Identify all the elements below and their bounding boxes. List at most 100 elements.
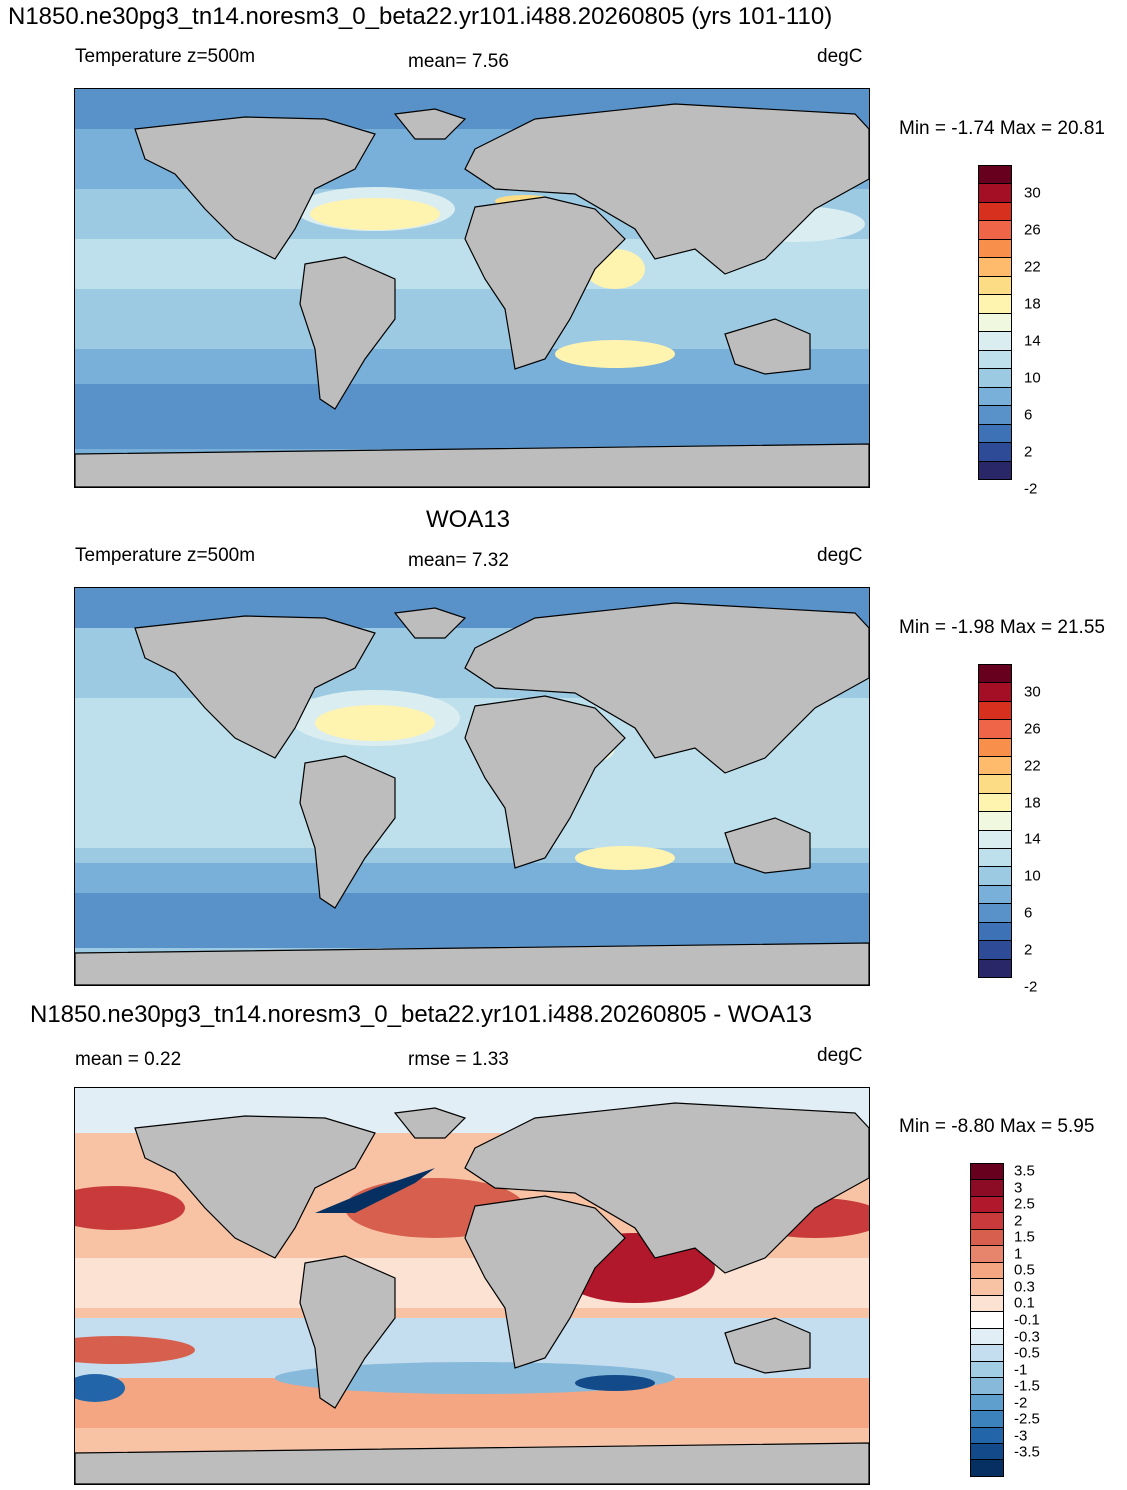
panel2-colorbar-ticks-label: 6: [1024, 904, 1033, 922]
panel2-unit-label: degC: [817, 545, 863, 566]
panel3-colorbar-swatch: [971, 1394, 1003, 1412]
panel3-colorbar-ticks-label: -0.5: [1014, 1344, 1040, 1362]
panel3-colorbar-swatch: [971, 1196, 1003, 1214]
panel2-colorbar-ticks-label: -2: [1024, 978, 1038, 996]
panel1-colorbar-ticks-label: 14: [1024, 332, 1041, 350]
panel3-colorbar-swatch: [971, 1361, 1003, 1379]
panel2-colorbar: [978, 664, 1012, 978]
panel2-colorbar-ticks-label: 30: [1024, 683, 1041, 701]
panel1-colorbar-swatch: [979, 332, 1011, 351]
panel2-colorbar-swatch: [979, 665, 1011, 684]
panel3-colorbar-swatch: [971, 1328, 1003, 1346]
panel3-colorbar-ticks-label: 0.5: [1014, 1261, 1035, 1279]
panel2-colorbar-ticks-label: 26: [1024, 720, 1041, 738]
panel1-colorbar-swatch: [979, 313, 1011, 333]
panel2-colorbar-swatch: [979, 775, 1011, 794]
panel3-colorbar-swatch: [971, 1427, 1003, 1444]
panel2-colorbar-ticks-label: 10: [1024, 867, 1041, 885]
panel2-colorbar-ticks-label: 18: [1024, 794, 1041, 812]
panel3-colorbar-swatch: [971, 1180, 1003, 1197]
panel2-colorbar-swatch: [979, 904, 1011, 923]
panel2-map-svg: [75, 588, 869, 985]
panel1-colorbar-swatch: [979, 295, 1011, 314]
panel1-colorbar-swatch: [979, 350, 1011, 370]
panel2-colorbar-ticks: 30 26 22 18 14 10 6 2 -2: [1024, 664, 1084, 996]
panel3-colorbar-swatch: [971, 1312, 1003, 1329]
panel3-colorbar: [970, 1163, 1004, 1477]
panel1-colorbar-ticks: 30 26 22 18 14 10 6 2 -2: [1024, 165, 1084, 497]
panel2-colorbar-swatch: [979, 738, 1011, 758]
panel2-minmax-label: Min = -1.98 Max = 21.55: [899, 617, 1105, 638]
panel1-colorbar-ticks-label: 2: [1024, 443, 1033, 461]
panel1-map: [74, 88, 870, 488]
panel1-minmax-label: Min = -1.74 Max = 20.81: [899, 118, 1105, 139]
panel3-colorbar-ticks-label: 0.3: [1014, 1278, 1035, 1296]
panel2-colorbar-swatch: [979, 849, 1011, 868]
panel1-colorbar-ticks-label: 26: [1024, 221, 1041, 239]
panel3-map: [74, 1087, 870, 1485]
panel3-title: N1850.ne30pg3_tn14.noresm3_0_beta22.yr10…: [30, 1001, 812, 1028]
panel3-colorbar-ticks-label: -0.3: [1014, 1328, 1040, 1346]
panel1-colorbar-swatch: [979, 461, 1011, 479]
panel2-colorbar-ticks-label: 14: [1024, 830, 1041, 848]
panel2-colorbar-swatch: [979, 720, 1011, 739]
panel3-minmax-label: Min = -8.80 Max = 5.95: [899, 1116, 1095, 1137]
panel3-rmse-label: rmse = 1.33: [408, 1049, 509, 1070]
panel1-colorbar-ticks-label: -2: [1024, 480, 1038, 498]
panel3-colorbar-ticks-label: 0.1: [1014, 1294, 1035, 1312]
panel3-colorbar-swatch: [971, 1460, 1003, 1476]
panel2-colorbar-swatch: [979, 812, 1011, 831]
panel3-colorbar-ticks-label: 2: [1014, 1212, 1023, 1230]
panel3-colorbar-swatch: [971, 1213, 1003, 1230]
panel3-colorbar-swatch: [971, 1295, 1003, 1313]
panel3-colorbar-ticks-label: -2: [1014, 1394, 1028, 1412]
panel2-colorbar-swatch: [979, 830, 1011, 850]
panel2-colorbar-swatch: [979, 941, 1011, 960]
panel2-colorbar-swatch: [979, 922, 1011, 942]
panel3-colorbar-swatch: [971, 1279, 1003, 1296]
panel1-colorbar-swatch: [979, 258, 1011, 277]
panel2-colorbar-ticks-label: 2: [1024, 941, 1033, 959]
panel3-colorbar-swatch: [971, 1443, 1003, 1461]
panel3-colorbar-ticks: 3.5 3 2.5 2 1.5 1 0.5 0.3 0.1 -0.1 -0.3 -0.5 -1 -1.5-…: [1014, 1163, 1074, 1475]
panel3-map-svg: [75, 1088, 869, 1484]
panel1-colorbar-swatch: [979, 202, 1011, 222]
panel2-colorbar-swatch: [979, 757, 1011, 776]
panel2-title: WOA13: [426, 506, 511, 533]
panel2-map: [74, 587, 870, 986]
panel3-colorbar-ticks-label: -3: [1014, 1427, 1028, 1445]
panel2-colorbar-swatch: [979, 959, 1011, 977]
panel1-colorbar-swatch: [979, 239, 1011, 259]
panel2-mean-label: mean= 7.32: [408, 550, 509, 571]
panel3-colorbar-swatch: [971, 1378, 1003, 1395]
panel3-colorbar-swatch: [971, 1262, 1003, 1280]
panel1-colorbar-swatch: [979, 424, 1011, 444]
panel3-mean-label: mean = 0.22: [75, 1049, 182, 1070]
panel1-map-svg: [75, 89, 869, 487]
panel1-colorbar-swatch: [979, 221, 1011, 240]
panel3-colorbar-swatch: [971, 1345, 1003, 1362]
panel1-mean-label: mean= 7.56: [408, 51, 509, 72]
panel1-colorbar: [978, 165, 1012, 480]
panel1-colorbar-swatch: [979, 387, 1011, 407]
panel3-colorbar-ticks-label: 2.5: [1014, 1195, 1035, 1213]
panel3-colorbar-swatch: [971, 1229, 1003, 1247]
panel1-colorbar-swatch: [979, 406, 1011, 425]
panel3-colorbar-ticks-label: -1.5: [1014, 1377, 1040, 1395]
panel2-colorbar-swatch: [979, 683, 1011, 702]
panel2-colorbar-swatch: [979, 867, 1011, 886]
panel1-variable-label: Temperature z=500m: [75, 46, 256, 67]
panel1-colorbar-ticks-label: 10: [1024, 369, 1041, 387]
panel3-colorbar-ticks-label: 3.5: [1014, 1162, 1035, 1180]
panel3-colorbar-ticks-label: -0.1: [1014, 1311, 1040, 1329]
panel1-colorbar-ticks-label: 18: [1024, 295, 1041, 313]
panel3-colorbar-ticks-label: 3: [1014, 1179, 1023, 1197]
panel1-colorbar-ticks-label: 30: [1024, 184, 1041, 202]
panel1-colorbar-ticks-label: 22: [1024, 258, 1041, 276]
panel1-colorbar-swatch: [979, 276, 1011, 296]
panel2-colorbar-swatch: [979, 885, 1011, 905]
panel1-colorbar-swatch: [979, 443, 1011, 462]
panel1-unit-label: degC: [817, 46, 863, 67]
panel3-unit-label: degC: [817, 1045, 863, 1066]
panel1-colorbar-swatch: [979, 166, 1011, 185]
